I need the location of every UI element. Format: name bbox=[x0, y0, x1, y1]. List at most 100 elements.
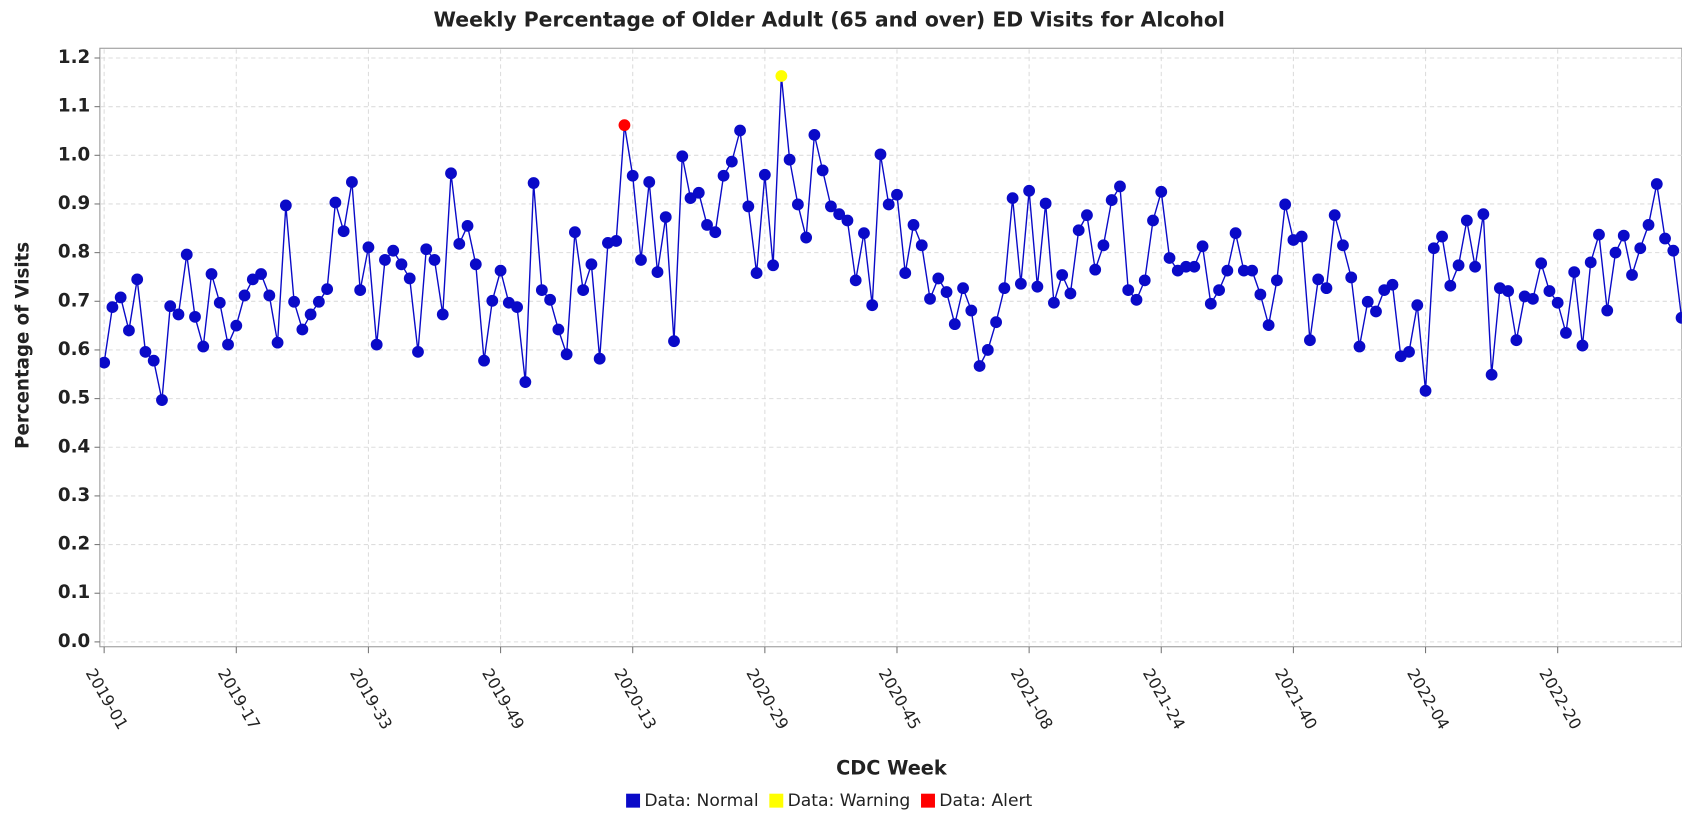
data-point bbox=[849, 274, 862, 287]
data-point bbox=[1138, 274, 1151, 287]
data-point bbox=[800, 231, 813, 244]
data-point bbox=[899, 267, 912, 279]
data-point bbox=[659, 211, 672, 224]
data-point bbox=[874, 148, 887, 161]
data-point bbox=[1023, 184, 1036, 197]
data-point bbox=[1469, 260, 1481, 273]
x-tick-label: 2019-17 bbox=[214, 665, 264, 733]
x-tick-label: 2022-20 bbox=[1535, 665, 1585, 733]
data-point bbox=[1403, 345, 1415, 358]
data-point bbox=[940, 286, 953, 298]
data-point bbox=[304, 308, 317, 321]
data-point bbox=[1295, 230, 1308, 243]
grid bbox=[100, 49, 1682, 646]
data-point bbox=[1155, 185, 1168, 198]
legend-swatch bbox=[769, 793, 784, 808]
x-tick-label: 2021-40 bbox=[1271, 665, 1321, 733]
legend-label: Data: Alert bbox=[939, 791, 1032, 811]
data-point bbox=[932, 272, 945, 285]
data-point bbox=[568, 226, 581, 239]
data-point bbox=[1452, 259, 1465, 272]
data-point bbox=[1576, 339, 1589, 352]
data-point bbox=[1560, 327, 1572, 339]
x-tick-label: 2021-08 bbox=[1007, 665, 1057, 733]
y-tick-label: 0.4 bbox=[58, 436, 90, 457]
data-point bbox=[1237, 264, 1250, 277]
data-point bbox=[1180, 260, 1192, 273]
data-point bbox=[750, 267, 763, 279]
data-point bbox=[395, 258, 408, 271]
data-point bbox=[329, 196, 342, 209]
data-point bbox=[701, 218, 713, 231]
data-point bbox=[494, 264, 507, 277]
data-point bbox=[1634, 242, 1647, 255]
data-point bbox=[1444, 279, 1457, 292]
data-point bbox=[742, 200, 755, 213]
data-point bbox=[403, 272, 416, 285]
data-point bbox=[519, 376, 532, 388]
data-point bbox=[362, 241, 375, 254]
data-point bbox=[1056, 269, 1069, 281]
data-point bbox=[783, 153, 796, 166]
y-tick-label: 0.1 bbox=[58, 582, 90, 603]
data-point bbox=[841, 214, 854, 227]
data-point bbox=[1411, 299, 1424, 312]
data-point bbox=[544, 293, 557, 306]
data-point bbox=[321, 283, 334, 296]
data-point bbox=[1229, 227, 1242, 240]
data-point bbox=[354, 284, 367, 296]
data-point bbox=[552, 323, 565, 336]
y-axis-title: Percentage of Visits bbox=[13, 242, 34, 449]
data-point bbox=[1543, 285, 1556, 297]
data-point bbox=[1502, 285, 1515, 297]
data-point bbox=[1114, 180, 1126, 193]
data-point bbox=[791, 198, 804, 211]
data-point bbox=[1270, 274, 1283, 287]
data-point bbox=[668, 335, 680, 348]
x-tick-label: 2020-45 bbox=[875, 665, 925, 733]
y-tick-label: 1.2 bbox=[58, 47, 90, 68]
data-point bbox=[965, 304, 978, 317]
data-point bbox=[370, 338, 383, 351]
data-point bbox=[1551, 296, 1564, 309]
legend-label: Data: Normal bbox=[644, 791, 758, 811]
data-point bbox=[1667, 244, 1680, 257]
x-tick-label: 2019-49 bbox=[478, 665, 528, 733]
data-point bbox=[1039, 197, 1052, 210]
data-point bbox=[998, 282, 1011, 295]
data-point bbox=[139, 345, 152, 358]
data-point bbox=[535, 284, 548, 296]
data-point bbox=[114, 291, 127, 304]
data-point bbox=[205, 268, 218, 280]
data-point bbox=[948, 318, 961, 331]
data-point bbox=[1345, 271, 1358, 284]
data-point bbox=[147, 354, 160, 367]
data-point bbox=[767, 259, 780, 272]
data-point bbox=[1535, 257, 1548, 270]
data-point bbox=[1163, 252, 1176, 264]
data-point bbox=[1064, 287, 1077, 300]
data-line bbox=[103, 75, 1682, 401]
data-point bbox=[1081, 209, 1093, 222]
data-point bbox=[858, 227, 870, 240]
y-tick-label: 0.2 bbox=[58, 534, 90, 555]
data-point bbox=[1254, 288, 1267, 301]
x-tick-label: 2020-29 bbox=[742, 665, 792, 733]
data-point bbox=[1097, 239, 1110, 252]
y-tick-label: 0.0 bbox=[58, 631, 90, 652]
data-point bbox=[486, 294, 499, 307]
y-tick-label: 0.6 bbox=[58, 339, 90, 360]
data-point bbox=[676, 150, 689, 163]
data-point bbox=[973, 360, 986, 372]
data-point bbox=[1650, 178, 1663, 190]
data-point bbox=[420, 243, 433, 256]
data-point bbox=[1419, 384, 1432, 397]
x-tick-label: 2021-24 bbox=[1139, 665, 1189, 733]
data-point bbox=[990, 316, 1002, 329]
data-point bbox=[891, 188, 903, 201]
data-point bbox=[1031, 280, 1044, 293]
data-point bbox=[1304, 334, 1316, 347]
data-point bbox=[1048, 296, 1060, 309]
data-point bbox=[288, 295, 301, 308]
